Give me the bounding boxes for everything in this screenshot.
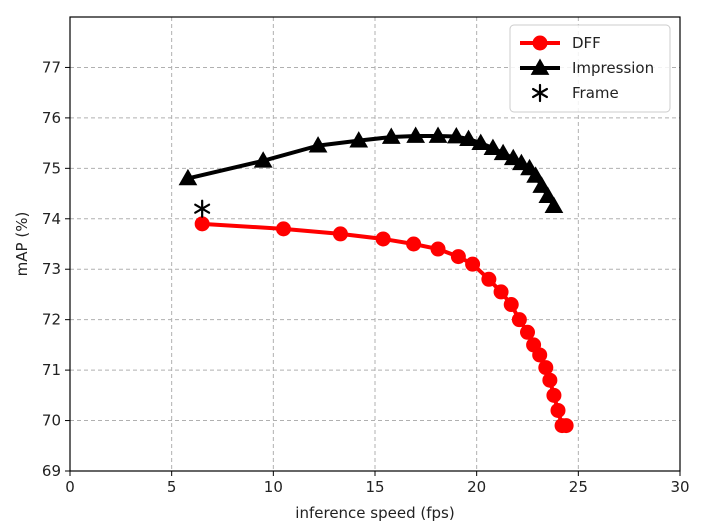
data-point — [428, 126, 448, 143]
y-tick-label: 77 — [42, 58, 61, 76]
legend-box — [509, 24, 671, 113]
legend-label: Impression — [572, 59, 654, 77]
legend-label: DFF — [572, 34, 601, 52]
data-point — [276, 221, 291, 237]
data-point — [349, 131, 369, 148]
legend-marker — [530, 58, 550, 75]
data-point — [194, 199, 211, 218]
x-tick-label: 25 — [569, 478, 588, 496]
data-point — [178, 168, 198, 186]
y-tick-label: 70 — [42, 412, 61, 430]
data-point — [532, 347, 548, 363]
data-point — [332, 226, 348, 242]
y-tick-label: 76 — [42, 109, 61, 127]
asterisk-stroke — [194, 203, 211, 214]
y-tick-label: 74 — [42, 210, 61, 228]
x-tick-label: 30 — [670, 478, 689, 496]
legend-marker — [531, 83, 549, 103]
y-axis-label: mAP (%) — [13, 212, 31, 277]
data-point — [542, 372, 558, 388]
series-impression — [178, 126, 564, 214]
legend-label: Frame — [572, 84, 619, 102]
data-point — [253, 151, 273, 168]
data-point — [503, 297, 519, 313]
data-point — [511, 312, 527, 328]
x-tick-label: 15 — [365, 478, 384, 496]
x-axis-ticks: 0 5 10 15 20 25 30 — [65, 471, 690, 496]
data-point — [406, 236, 422, 252]
legend-marker — [532, 35, 548, 51]
y-tick-label: 75 — [42, 159, 61, 177]
data-point — [493, 284, 509, 300]
legend-item-impression: Impression — [520, 58, 654, 77]
x-axis-label: inference speed (fps) — [295, 504, 454, 522]
y-tick-label: 71 — [42, 361, 61, 379]
data-point — [544, 196, 564, 214]
y-tick-label: 69 — [42, 462, 61, 480]
asterisk-stroke — [531, 87, 549, 99]
data-point — [194, 216, 210, 232]
legend-item-dff: DFF — [520, 34, 601, 52]
data-point — [526, 166, 545, 183]
series-layer — [178, 126, 574, 434]
data-point — [538, 186, 558, 203]
data-point — [546, 387, 562, 403]
data-point — [465, 256, 481, 272]
x-tick-label: 10 — [264, 478, 283, 496]
data-point — [375, 231, 391, 247]
data-point — [450, 249, 466, 265]
data-point — [532, 176, 552, 193]
data-point — [381, 127, 401, 144]
series-frame — [194, 199, 211, 218]
data-point — [483, 138, 503, 156]
x-tick-label: 20 — [467, 478, 486, 496]
data-point — [406, 126, 426, 143]
y-tick-label: 72 — [42, 311, 61, 329]
data-point — [481, 271, 497, 287]
data-point — [550, 402, 566, 418]
grid — [70, 17, 680, 472]
y-tick-label: 73 — [42, 260, 61, 278]
data-point — [520, 324, 535, 340]
data-point — [558, 418, 574, 434]
data-point — [538, 360, 554, 376]
series-dff — [194, 216, 574, 434]
data-point — [471, 133, 491, 150]
legend-item-frame: Frame — [531, 83, 619, 103]
data-point — [430, 241, 446, 257]
data-point — [493, 143, 513, 161]
data-point — [446, 127, 466, 144]
data-point — [308, 136, 328, 153]
data-point — [459, 129, 478, 146]
y-axis-ticks: 69 70 71 72 73 74 75 76 77 — [42, 58, 70, 480]
x-tick-label: 0 — [65, 478, 75, 496]
x-tick-label: 5 — [167, 478, 177, 496]
legend: DFF Impression Frame — [509, 24, 671, 113]
